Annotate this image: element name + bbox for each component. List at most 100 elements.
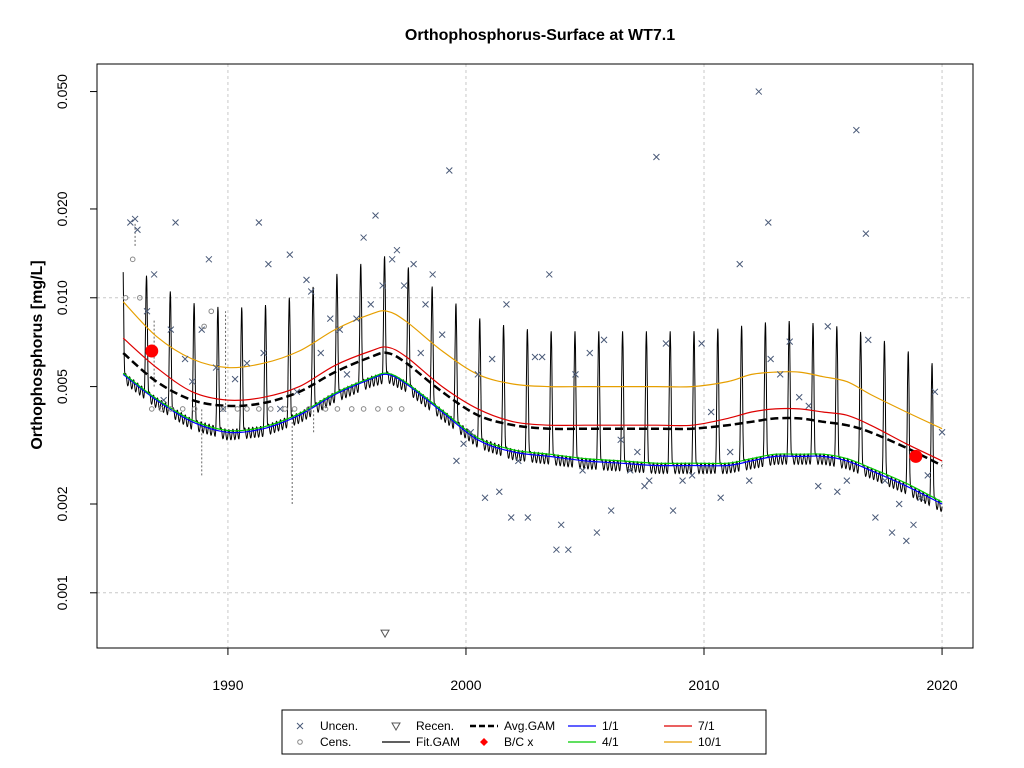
uncensored-point: [607, 507, 615, 514]
censored-point: [208, 308, 215, 315]
uncensored-point: [895, 500, 903, 508]
fit-gam-line: [122, 256, 943, 513]
uncensored-point: [181, 355, 189, 363]
censored-point: [122, 294, 129, 301]
legend-label-uncen: Uncen.: [320, 719, 358, 733]
censored-point: [375, 406, 381, 412]
censored-point: [334, 406, 341, 412]
uncensored-point: [755, 88, 763, 95]
uncensored-point: [150, 271, 158, 278]
legend-symbol-bcx: [480, 738, 488, 746]
censored-point: [322, 406, 329, 412]
uncensored-point: [134, 226, 141, 234]
y-tick-label: 0.002: [54, 486, 70, 521]
y-tick-label: 0.005: [54, 369, 70, 404]
legend-label-71: 7/1: [698, 719, 715, 733]
legend-symbol-cens: [297, 739, 303, 745]
uncensored-point: [853, 126, 860, 134]
uncensored-point: [557, 521, 565, 529]
censored-point: [158, 406, 165, 412]
censored-point: [360, 406, 367, 412]
uncensored-point: [726, 448, 734, 456]
y-axis-label: Orthophosphorus [mg/L]: [29, 260, 46, 449]
uncensored-point: [372, 212, 379, 219]
uncensored-point: [131, 215, 139, 223]
uncensored-point: [745, 477, 753, 484]
legend-label-101: 10/1: [698, 735, 722, 749]
uncensored-point: [641, 482, 648, 490]
legend-box: [281, 709, 767, 755]
uncensored-point: [507, 514, 515, 521]
uncensored-point: [767, 355, 775, 363]
uncensored-point: [824, 323, 832, 330]
uncensored-point: [698, 340, 705, 347]
censored-point: [256, 406, 262, 412]
uncensored-point: [707, 408, 715, 416]
censored-point: [220, 406, 226, 412]
recensored-point: [380, 629, 390, 639]
uncensored-point: [579, 467, 586, 474]
legend-label-fitgam: Fit.GAM: [416, 735, 460, 749]
legend: Uncen. Cens. Recen. Fit.GAM Avg.GAM B/C x 1/1 4…: [281, 709, 767, 755]
uncensored-point: [662, 340, 670, 347]
x-axis: 1990 2000 2010 2020: [212, 647, 958, 693]
censored-point: [291, 406, 298, 412]
trend-lines: [122, 301, 943, 505]
uncensored-point: [617, 436, 625, 444]
uncensored-point: [474, 371, 482, 378]
censored-point: [148, 406, 155, 412]
uncensored-point: [379, 282, 387, 289]
uncensored-point: [317, 349, 325, 357]
series-line-71: [122, 337, 943, 462]
y-tick-label: 0.001: [54, 575, 70, 610]
uncensored-point: [872, 514, 879, 521]
uncensored-point: [417, 349, 425, 357]
censored-ranges: [134, 222, 315, 504]
y-tick-label: 0.020: [54, 191, 70, 226]
uncensored-point: [167, 326, 175, 333]
grid: [97, 64, 973, 648]
censored-point: [191, 406, 198, 412]
uncensored-point: [593, 529, 601, 536]
uncensored-point: [553, 546, 560, 554]
plot-frame: [96, 63, 974, 649]
censored-point: [398, 406, 405, 412]
uncensored-point: [653, 153, 660, 161]
uncensored-point: [736, 260, 744, 268]
uncensored-point: [938, 428, 946, 436]
uncensored-point: [293, 388, 301, 396]
censored-point: [129, 256, 136, 263]
censored-point: [244, 406, 250, 412]
uncensored-point: [400, 282, 408, 289]
uncensored-point: [260, 349, 267, 357]
data-points: [122, 88, 946, 639]
series-line-avggam: [122, 351, 943, 467]
series-line-101: [122, 301, 943, 430]
chart-title: Orthophosphorus-Surface at WT7.1: [405, 27, 675, 44]
censored-point: [201, 323, 207, 330]
uncensored-point: [717, 494, 725, 502]
uncensored-point: [453, 457, 460, 465]
legend-label-recen: Recen.: [416, 719, 454, 733]
uncensored-point: [276, 405, 284, 413]
uncensored-point: [360, 234, 367, 241]
uncensored-point: [126, 219, 134, 226]
censored-point: [179, 406, 186, 412]
censored-point: [306, 406, 312, 412]
x-tick-label: 2000: [450, 677, 481, 693]
uncensored-point: [833, 488, 841, 496]
censored-point: [282, 406, 288, 412]
uncensored-point: [910, 521, 917, 529]
uncensored-point: [353, 315, 360, 322]
uncensored-point: [336, 326, 344, 333]
uncensored-point: [843, 477, 851, 484]
x-tick-label: 2010: [688, 677, 719, 693]
uncensored-point: [881, 477, 889, 484]
uncensored-point: [917, 494, 924, 502]
legend-symbol-recen: [391, 722, 401, 732]
uncensored-point: [438, 331, 446, 338]
uncensored-point: [862, 230, 870, 237]
legend-label-cens: Cens.: [320, 735, 351, 749]
uncensored-point: [205, 255, 213, 263]
